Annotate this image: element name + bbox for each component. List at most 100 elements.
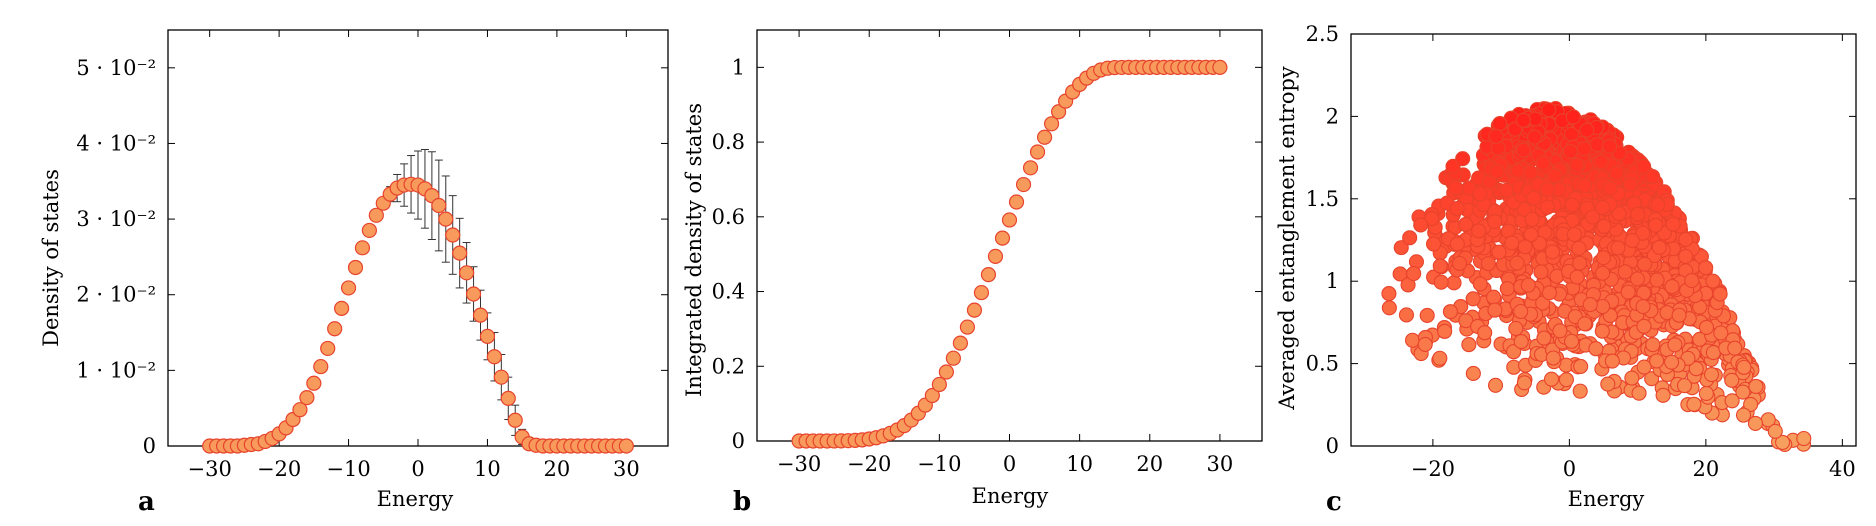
data-point — [1451, 255, 1468, 271]
data-point — [1595, 250, 1612, 266]
data-point — [1775, 434, 1791, 450]
data-point — [1698, 319, 1715, 335]
data-point — [1480, 256, 1496, 272]
data-point — [1437, 323, 1453, 339]
data-point — [1510, 163, 1526, 179]
panel-b-letter: b — [733, 487, 751, 517]
data-point — [340, 280, 357, 296]
x-tick-label: 0 — [411, 457, 424, 481]
data-point — [1635, 225, 1651, 241]
data-point — [1515, 112, 1531, 128]
data-point — [1624, 370, 1640, 386]
data-point — [1667, 337, 1683, 353]
data-point — [1600, 376, 1616, 392]
data-point — [1635, 299, 1651, 315]
data-point — [1724, 393, 1740, 409]
data-point — [1602, 180, 1618, 196]
data-point — [452, 245, 468, 261]
x-tick-label: −20 — [847, 452, 891, 476]
data-point — [994, 230, 1011, 246]
data-point — [1727, 340, 1743, 356]
x-tick-label: −30 — [188, 457, 232, 481]
data-point — [1735, 407, 1752, 423]
data-point — [1747, 415, 1763, 431]
panel-b-ylabel: Integrated density of states — [682, 103, 706, 397]
y-tick-label: 0.2 — [712, 354, 745, 378]
data-point — [1446, 275, 1462, 291]
data-point — [1405, 332, 1421, 348]
data-point — [1487, 214, 1503, 230]
data-point — [1796, 430, 1812, 447]
data-point — [1636, 359, 1652, 375]
data-point — [1724, 372, 1740, 388]
data-point — [507, 412, 523, 428]
data-point — [1477, 325, 1493, 341]
data-point — [1712, 286, 1728, 302]
data-point — [347, 259, 364, 276]
data-point — [1539, 181, 1555, 197]
data-point — [1622, 177, 1638, 193]
data-point — [980, 266, 997, 283]
data-point — [1566, 226, 1582, 243]
data-point — [1630, 206, 1646, 222]
data-point — [1698, 260, 1714, 276]
data-point — [1472, 276, 1488, 292]
data-point — [1617, 264, 1633, 280]
data-point — [1465, 365, 1481, 382]
data-point — [1579, 122, 1595, 138]
data-point — [299, 389, 315, 406]
panel-c-plot-area: −20 0 20 40 0 0.5 1 1.5 2 2.5 — [1306, 22, 1857, 481]
data-point — [945, 350, 961, 366]
data-point — [1513, 303, 1529, 320]
data-point — [1684, 273, 1700, 289]
data-point — [320, 340, 336, 357]
x-tick-label: −20 — [257, 457, 301, 481]
data-point — [493, 369, 509, 385]
data-point — [1735, 384, 1751, 400]
data-point — [431, 197, 447, 214]
data-point — [1523, 164, 1539, 180]
data-point — [1413, 217, 1429, 233]
data-point — [1563, 333, 1580, 349]
data-point — [1609, 165, 1625, 181]
data-point — [1676, 378, 1693, 394]
data-point — [1513, 334, 1529, 350]
data-point — [445, 227, 461, 243]
data-point — [1636, 256, 1653, 272]
data-point — [1426, 236, 1442, 252]
data-point — [1545, 350, 1561, 366]
data-point — [479, 328, 496, 344]
panel-c-letter: c — [1326, 487, 1342, 517]
data-point — [1651, 239, 1667, 256]
data-point — [1569, 157, 1585, 173]
data-point — [1636, 158, 1652, 175]
data-point — [618, 438, 634, 454]
x-tick-label: 20 — [1692, 457, 1719, 481]
data-point — [1595, 265, 1611, 281]
x-tick-label: 30 — [613, 457, 640, 481]
data-point — [1419, 307, 1435, 323]
data-point — [1508, 320, 1524, 336]
panel-c-xlabel: Energy — [1568, 487, 1645, 511]
y-tick-label: 4 · 10⁻² — [76, 131, 156, 155]
data-point — [1488, 128, 1504, 144]
x-tick-label: 0 — [1003, 452, 1016, 476]
data-point — [1571, 240, 1587, 256]
data-point — [1455, 151, 1471, 167]
data-point — [1442, 304, 1458, 320]
y-tick-label: 2 · 10⁻² — [76, 283, 156, 307]
data-point — [1767, 423, 1783, 439]
data-point — [1547, 167, 1563, 184]
panel-a-letter: a — [138, 487, 155, 517]
x-tick-label: 10 — [474, 457, 501, 481]
data-point — [1736, 359, 1752, 375]
data-point — [1743, 396, 1759, 412]
data-point — [1472, 186, 1488, 202]
data-point — [1688, 361, 1704, 377]
data-point — [1526, 190, 1542, 206]
data-point — [1573, 358, 1589, 374]
data-point — [952, 335, 969, 351]
data-point — [1506, 344, 1522, 360]
data-point — [1602, 138, 1618, 154]
